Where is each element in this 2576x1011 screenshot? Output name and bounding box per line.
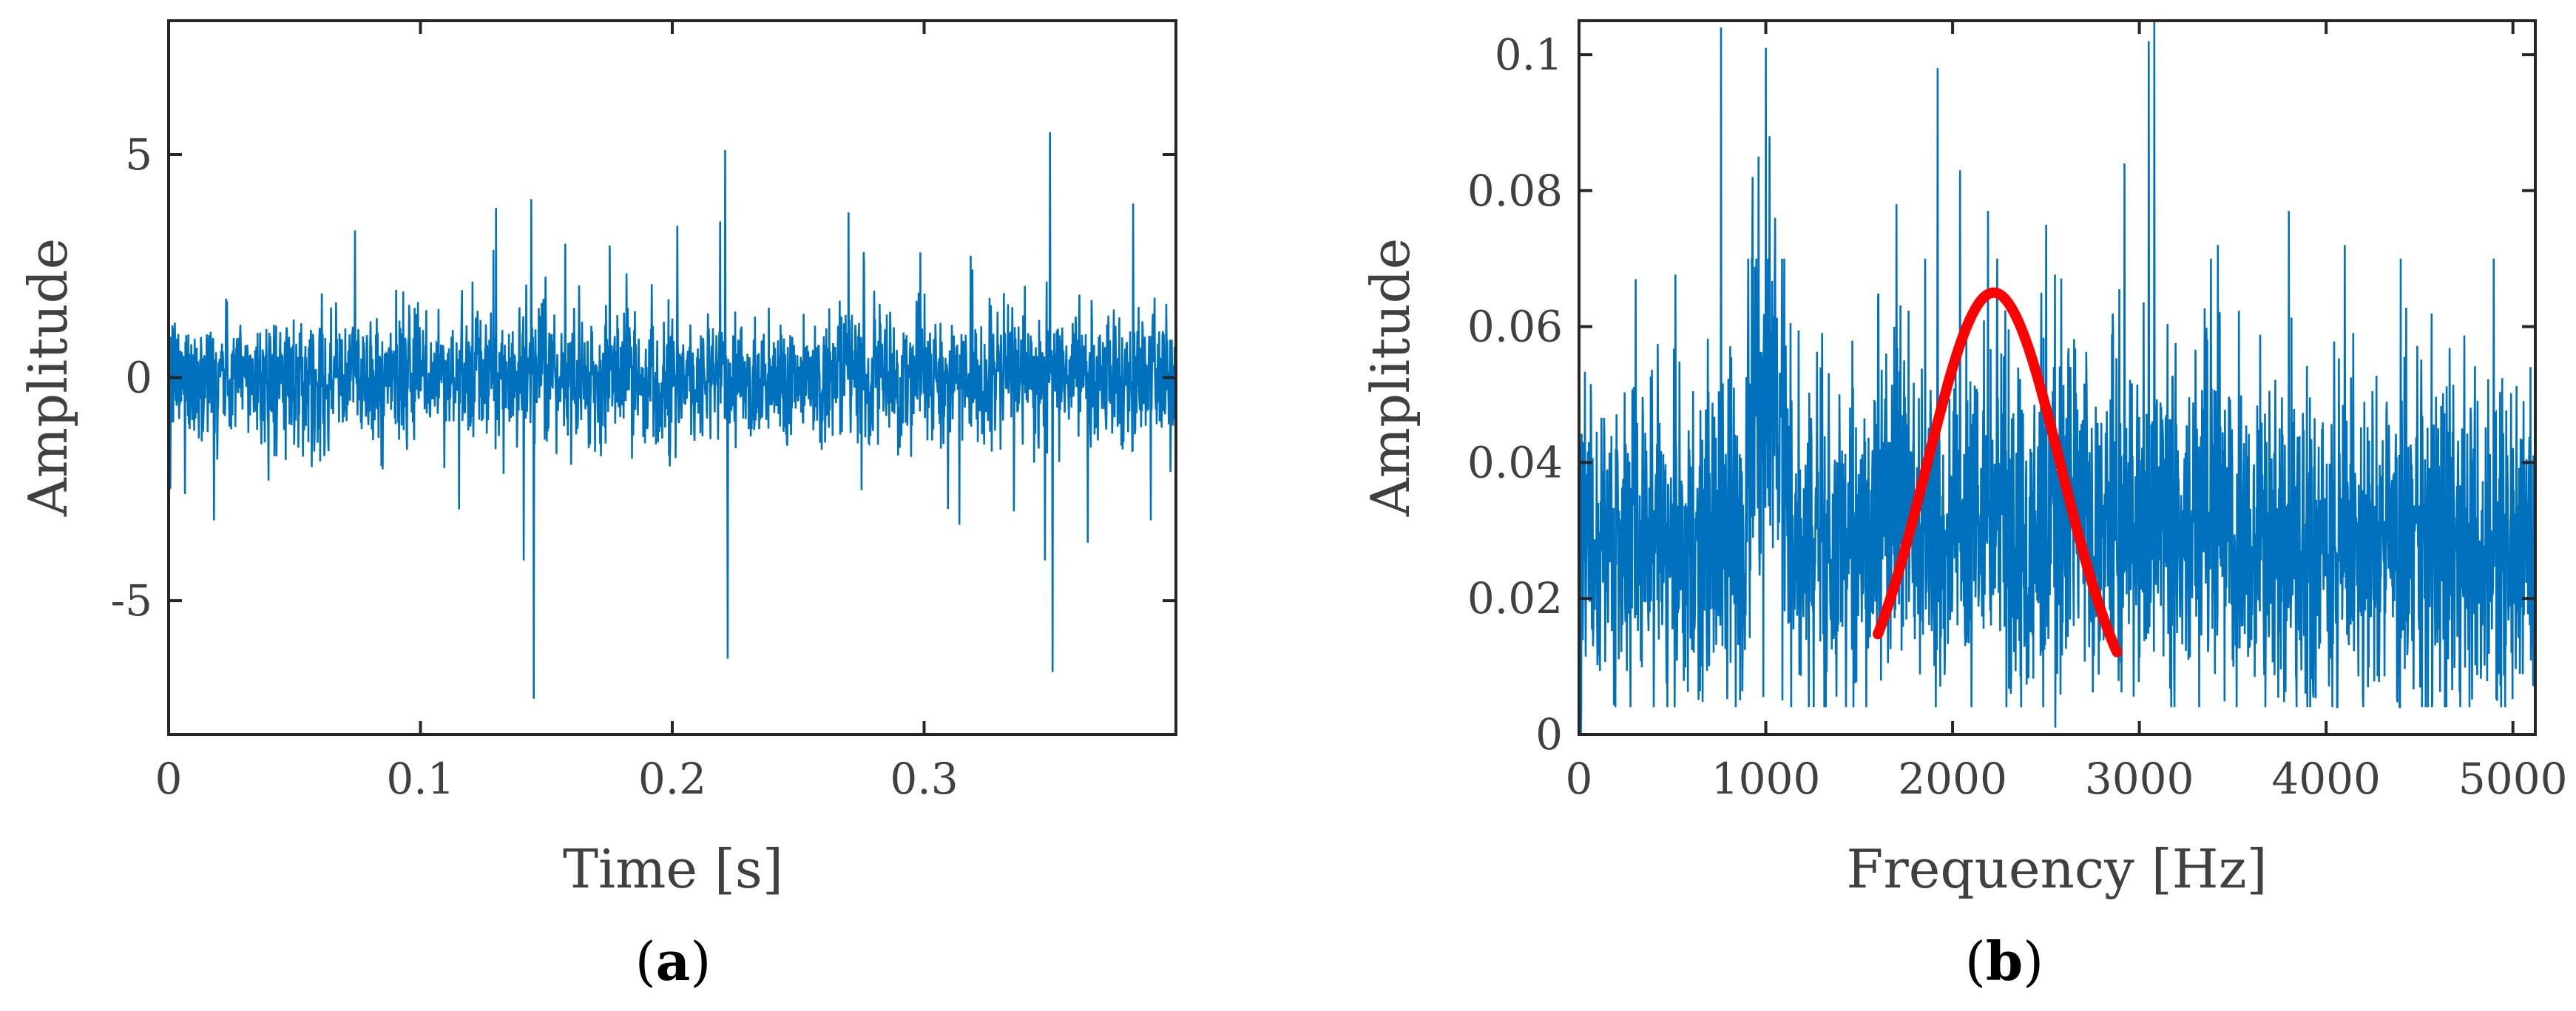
panel-b-caption: (b) — [1965, 930, 2044, 993]
panel-a-ticks: 0 0.1 0.2 0.3 -5 0 5 — [111, 21, 1176, 804]
panel-b-caption-letter: b — [1986, 930, 2023, 993]
panel-b-envelope-curve — [1873, 287, 2123, 657]
panel-b-frequency-spectrum: 0 1000 2000 3000 4000 5000 0 0.02 0.04 0.06 0.08 0.… — [1359, 19, 2568, 993]
panel-b-spectrum-line — [1578, 20, 2537, 735]
panel-b-x-tick-label: 5000 — [2458, 754, 2568, 804]
panel-b-spectrum-series — [1578, 20, 2537, 735]
panel-a-signal-line — [167, 132, 1177, 699]
panel-a-y-tick-label: 5 — [125, 129, 152, 180]
panel-b-x-tick-label: 4000 — [2271, 754, 2381, 804]
panel-a-signal-series — [167, 132, 1177, 699]
panel-b-envelope-series — [1873, 287, 2123, 657]
panel-a-caption: (a) — [635, 930, 711, 993]
panel-b-x-tick-label: 2000 — [1898, 754, 2007, 804]
panel-b-x-tick-label: 3000 — [2085, 754, 2194, 804]
panel-b-x-axis-label: Frequency [Hz] — [1846, 838, 2267, 900]
panel-a-y-tick-label: 0 — [125, 353, 152, 403]
panel-a-x-tick-label: 0.2 — [638, 754, 706, 804]
panel-a-x-tick-label: 0.3 — [890, 754, 958, 804]
panel-b-y-tick-label: 0.06 — [1467, 302, 1563, 352]
panel-a-x-tick-label: 0 — [155, 754, 183, 804]
panel-b-axes-box — [1578, 19, 2537, 736]
panel-b-ticks: 0 1000 2000 3000 4000 5000 0 0.02 0.04 0.06 0.08 0.… — [1467, 21, 2568, 804]
panel-b-x-tick-label: 1000 — [1711, 754, 1821, 804]
panel-a-y-tick-label: -5 — [111, 575, 153, 626]
panel-a-x-tick-label: 0.1 — [386, 754, 454, 804]
panel-a-y-axis-label: Amplitude — [17, 238, 79, 517]
panel-b-y-tick-label: 0 — [1535, 709, 1563, 760]
panel-b-y-tick-label: 0.02 — [1467, 573, 1563, 623]
panel-b-y-tick-label: 0.1 — [1495, 30, 1563, 80]
panel-b-y-tick-label: 0.08 — [1467, 166, 1563, 216]
panel-a-time-signal: 0 0.1 0.2 0.3 -5 0 5 Time [s] Amplitude (a) — [17, 19, 1177, 993]
panel-a-caption-letter: a — [656, 930, 691, 993]
panel-b-x-tick-label: 0 — [1566, 754, 1593, 804]
panel-b-y-tick-label: 0.04 — [1467, 437, 1563, 487]
panel-b-y-axis-label: Amplitude — [1359, 238, 1421, 517]
panel-a-x-axis-label: Time [s] — [563, 838, 783, 900]
